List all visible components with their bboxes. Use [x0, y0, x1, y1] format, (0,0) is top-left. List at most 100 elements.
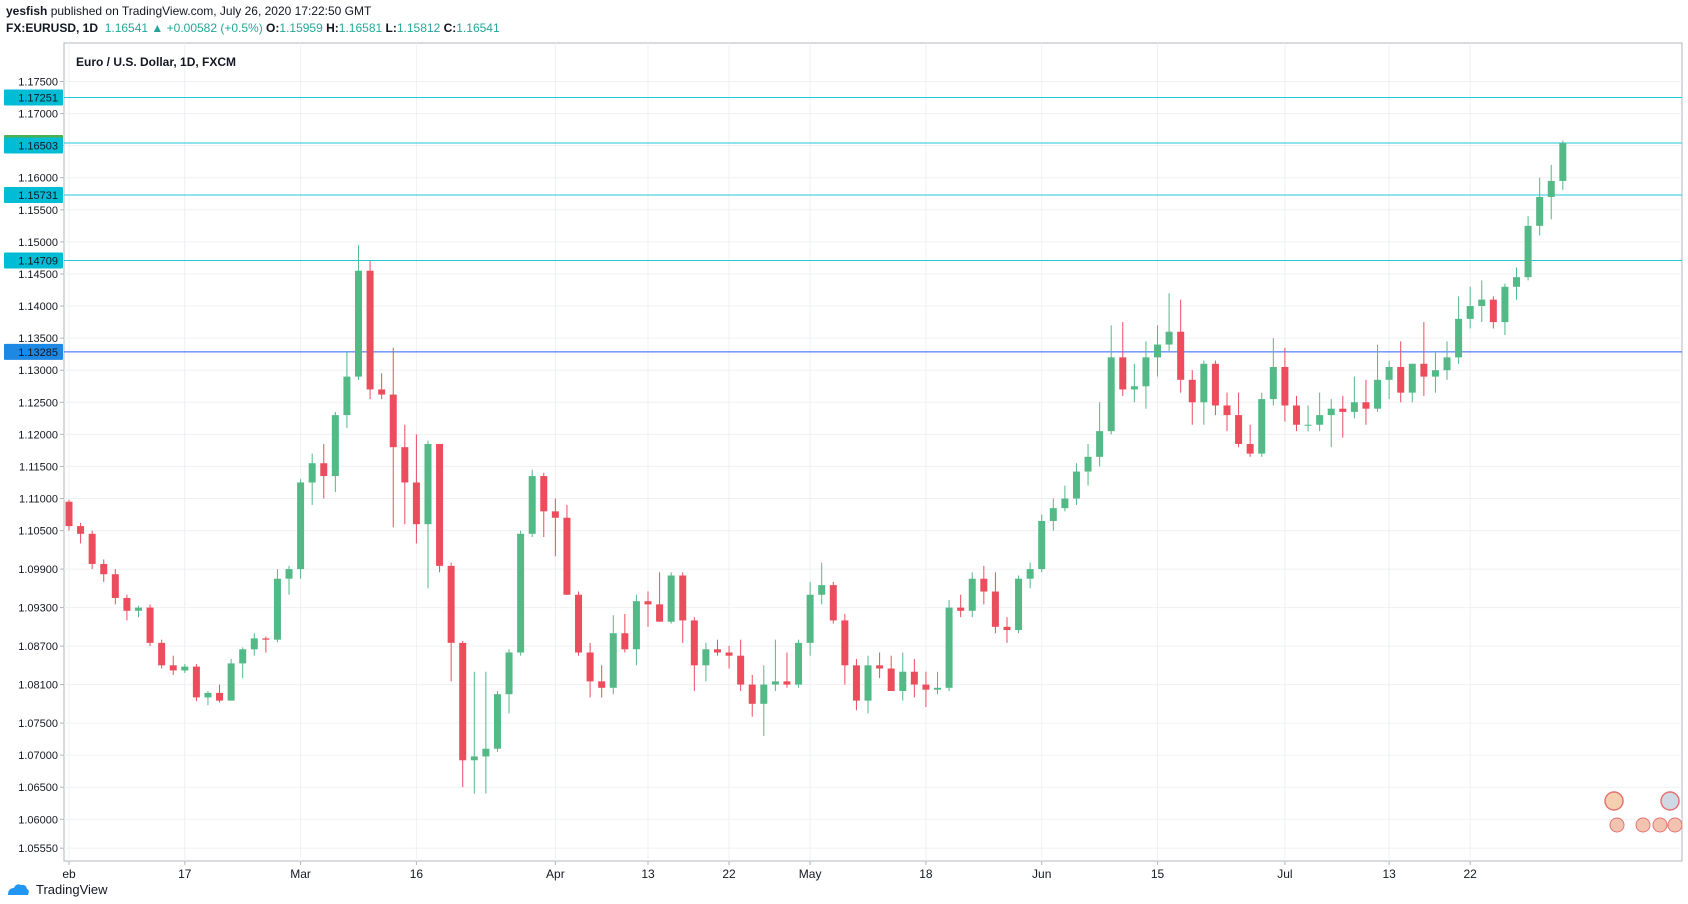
symbol-label: FX:EURUSD, 1D [6, 21, 99, 35]
y-tick-label: 1.17500 [18, 76, 58, 88]
y-tick-label: 1.06500 [18, 782, 58, 794]
candle-body [250, 638, 258, 650]
candle-body [725, 652, 733, 656]
price-level-tag [4, 89, 63, 106]
candle-body [1385, 366, 1393, 380]
open-value: 1.15959 [279, 21, 323, 35]
x-tick-label: 22 [1464, 867, 1478, 881]
candle-body [1292, 405, 1300, 425]
candle-body [632, 601, 640, 650]
candle-body [586, 652, 594, 682]
candle-body [77, 526, 85, 534]
price-axis[interactable]: 1.175001.170001.165001.160001.155001.150… [4, 76, 64, 855]
candle-body [169, 665, 177, 671]
candle-body [760, 684, 768, 704]
y-tick-label: 1.15000 [18, 237, 58, 249]
candle-body [1304, 424, 1312, 426]
candle-body [285, 569, 293, 579]
time-axis[interactable]: eb 17 Mar 16 Apr 13 22 May 18 Jun 15 Jul 13 22 [62, 861, 1477, 881]
candle-body [1466, 306, 1474, 319]
plot-area[interactable] [63, 42, 1683, 862]
candle-body [702, 649, 710, 666]
candle-body [991, 591, 999, 627]
y-tick-label: 1.17000 [18, 109, 58, 121]
candle-body [1130, 386, 1138, 390]
y-tick-label: 1.09300 [18, 603, 58, 615]
y-tick-label: 1.15500 [18, 205, 58, 217]
price-level-value: 1.15731 [18, 190, 58, 202]
candle-body [273, 578, 281, 640]
candle-body [459, 642, 467, 761]
candle-body [1223, 405, 1231, 416]
x-tick-label: 13 [641, 867, 655, 881]
candle-body [922, 684, 930, 690]
y-tick-label: 1.08700 [18, 641, 58, 653]
candle-body [771, 681, 779, 685]
candle-body [934, 687, 941, 690]
y-tick-label: 1.13000 [18, 365, 58, 377]
x-tick-label: 16 [410, 867, 424, 881]
candle-body [1015, 578, 1023, 631]
candle-body [1281, 366, 1289, 406]
x-tick-label: eb [62, 867, 76, 881]
tradingview-brand: TradingView [36, 882, 108, 897]
x-tick-label: May [799, 867, 822, 881]
candle-body [1478, 299, 1486, 307]
candle-body [1072, 471, 1080, 499]
candle-body [366, 270, 374, 390]
candle-body [621, 633, 629, 650]
candle-body [852, 665, 860, 701]
x-tick-label: Apr [546, 867, 565, 881]
candle-body [1061, 498, 1069, 509]
publish-info: yesfish published on TradingView.com, Ju… [6, 4, 371, 18]
price-level-tag [4, 252, 63, 269]
candle-body [1513, 277, 1520, 287]
y-tick-label: 1.14500 [18, 269, 58, 281]
horizontal-lines [64, 96, 1682, 353]
candle-body [192, 666, 200, 698]
x-tick-label: 18 [919, 867, 933, 881]
candle-body [540, 476, 548, 512]
x-tick-label: 13 [1382, 867, 1396, 881]
tradingview-footer[interactable]: TradingView [6, 882, 108, 897]
price-change: ▲ +0.00582 (+0.5%) [151, 21, 263, 35]
candle-body [470, 756, 478, 761]
high-label: H: [326, 21, 339, 35]
candle-body [1049, 508, 1057, 521]
event-badges[interactable] [1604, 791, 1683, 833]
candle-body [447, 565, 455, 643]
candle-body [1200, 363, 1208, 403]
candle-body [1559, 143, 1567, 181]
candle-body [1524, 225, 1532, 278]
x-tick-label: Jun [1032, 867, 1051, 881]
candle-body [1431, 370, 1439, 377]
candle-body [493, 694, 501, 749]
y-tick-label: 1.11500 [19, 461, 58, 473]
candle-body [412, 482, 420, 525]
candle-body [1397, 366, 1405, 393]
candle-body [899, 671, 907, 691]
candle-body [1154, 344, 1162, 358]
candle-body [1547, 180, 1555, 197]
candle-body [1258, 399, 1266, 454]
y-tick-label: 1.11000 [19, 494, 58, 506]
candle-body [551, 511, 559, 518]
y-tick-label: 1.16000 [18, 173, 58, 185]
high-value: 1.16581 [338, 21, 383, 35]
candle-body [829, 585, 837, 621]
candle-body [308, 463, 316, 483]
candle-body [713, 649, 721, 653]
candle-body [482, 748, 490, 757]
candle-body [378, 389, 386, 395]
candle-body [320, 463, 328, 477]
candle-body [1350, 402, 1358, 412]
candle-body [656, 604, 664, 622]
candle-body [355, 270, 362, 377]
candle-body [1269, 366, 1277, 400]
author-name[interactable]: yesfish [6, 4, 48, 18]
candle-body [783, 681, 791, 685]
candle-body [598, 681, 606, 688]
candle-body [876, 665, 884, 669]
y-tick-label: 1.13500 [18, 333, 58, 345]
